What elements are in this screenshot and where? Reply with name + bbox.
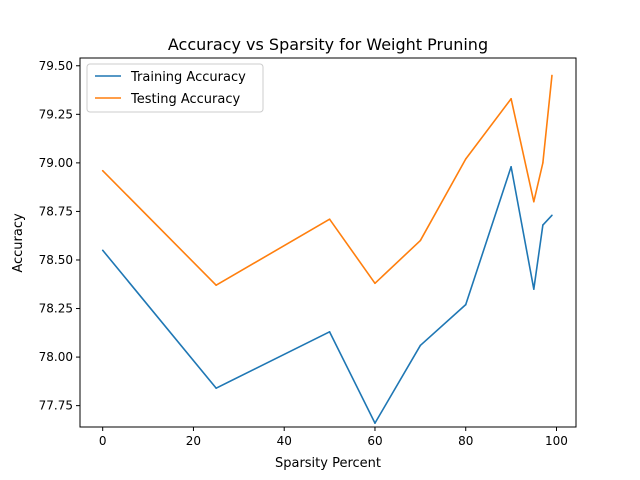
x-axis-label: Sparsity Percent (275, 456, 381, 471)
plot-frame (79, 57, 577, 428)
y-tick-label: 77.75 (39, 399, 73, 413)
y-axis: 77.75 78.00 78.25 78.50 78.75 79.00 79.25 79.50 (39, 59, 80, 413)
data-point-testing (374, 282, 376, 285)
data-point-testing (419, 239, 422, 242)
x-axis: 0 20 40 60 80 100 (99, 427, 568, 448)
legend-label-testing: Testing Accuracy (130, 92, 240, 107)
data-point-testing (101, 169, 104, 172)
data-point-testing (215, 284, 217, 287)
data-point-training (533, 288, 535, 290)
data-point-testing (464, 158, 467, 160)
plot-lines (101, 74, 553, 424)
chart-title: Accuracy vs Sparsity for Weight Pruning (168, 35, 488, 54)
data-point-training (419, 344, 422, 347)
data-point-testing (542, 162, 544, 164)
data-point-training (464, 303, 467, 306)
y-tick-label: 78.25 (39, 302, 73, 316)
data-point-training (551, 214, 553, 217)
data-point-testing (551, 74, 553, 77)
x-tick-label: 80 (458, 434, 473, 448)
legend: Training Accuracy Testing Accuracy (86, 63, 264, 113)
x-tick-label: 40 (277, 434, 292, 448)
data-point-testing (533, 200, 535, 203)
y-axis-label: Accuracy (11, 213, 26, 273)
legend-box (86, 63, 264, 113)
x-tick-label: 60 (367, 434, 382, 448)
data-point-testing (328, 218, 331, 220)
y-tick-label: 79.50 (39, 59, 73, 73)
data-point-training (374, 422, 376, 424)
y-tick-label: 78.50 (39, 253, 73, 267)
data-point-training (215, 387, 217, 389)
y-tick-label: 78.75 (39, 204, 73, 218)
series-line-testing (102, 75, 553, 287)
y-tick-label: 79.25 (39, 107, 73, 121)
data-point-training (328, 331, 331, 333)
x-tick-label: 100 (545, 434, 568, 448)
data-point-testing (510, 97, 512, 100)
series-line-training (102, 165, 553, 424)
y-tick-label: 78.00 (39, 350, 73, 364)
x-tick-label: 0 (99, 434, 107, 448)
data-point-training (101, 249, 104, 252)
x-tick-label: 20 (186, 434, 201, 448)
data-point-training (542, 224, 544, 226)
data-point-training (510, 165, 512, 168)
y-tick-label: 79.00 (39, 156, 73, 170)
legend-label-training: Training Accuracy (130, 70, 246, 85)
